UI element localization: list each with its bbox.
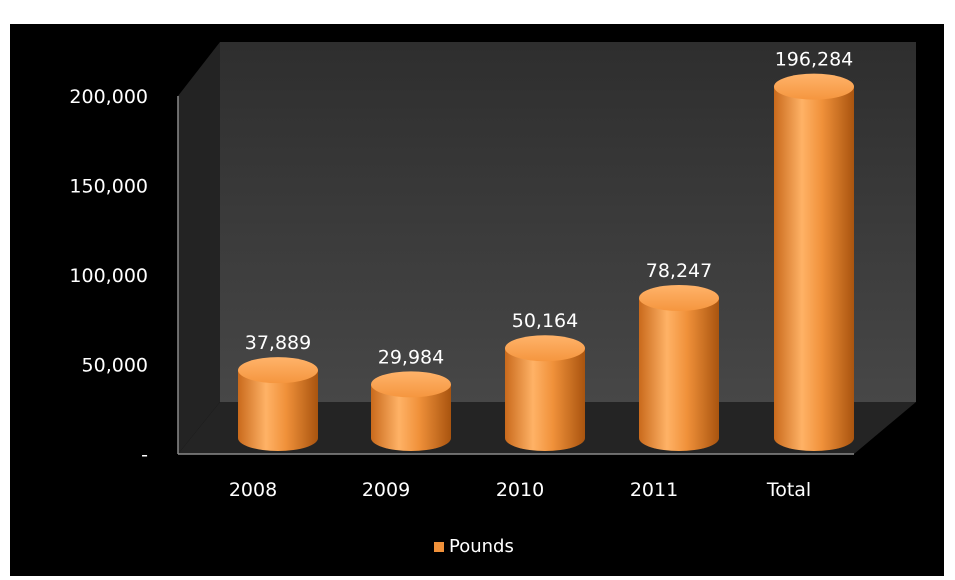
data-label-2008: 37,889: [245, 332, 311, 354]
bar-2008: [238, 357, 318, 451]
bar-top-2008: [238, 357, 318, 384]
cylinder-bar-chart: - 50,000 100,000 150,000 200,000 37,889 29,98…: [69, 42, 916, 557]
bar-2009: [371, 371, 451, 451]
x-tick-label-2010: 2010: [496, 479, 544, 501]
x-tick-label-2008: 2008: [229, 479, 277, 501]
data-label-2011: 78,247: [646, 260, 712, 282]
chart-back-wall: [220, 42, 916, 402]
bar-body-2011: [639, 297, 719, 451]
data-label-2009: 29,984: [378, 346, 444, 368]
data-label-2010: 50,164: [512, 310, 578, 332]
bar-top-2011: [639, 284, 719, 311]
bar-body-2009: [371, 384, 451, 451]
legend-swatch-pounds: [434, 542, 444, 552]
x-tick-label-2009: 2009: [362, 479, 410, 501]
x-tick-label-2011: 2011: [630, 479, 678, 501]
bar-body-total: [774, 86, 854, 451]
bar-2011: [639, 284, 719, 451]
bar-top-2009: [371, 371, 451, 398]
chart-side-wall: [178, 42, 220, 454]
bar-2010: [505, 335, 585, 451]
bar-body-2010: [505, 348, 585, 451]
bar-body-2008: [238, 370, 318, 451]
legend-label-pounds: Pounds: [449, 536, 514, 557]
bar-top-total: [774, 73, 854, 100]
y-tick-label-1: 50,000: [82, 355, 148, 377]
y-tick-label-3: 150,000: [69, 176, 148, 198]
y-tick-label-2: 100,000: [69, 265, 148, 287]
bar-top-2010: [505, 335, 585, 362]
legend: Pounds: [434, 536, 514, 557]
chart-frame: - 50,000 100,000 150,000 200,000 37,889 29,98…: [10, 24, 944, 576]
x-tick-label-total: Total: [766, 479, 811, 501]
chart-title-strip: [0, 0, 955, 24]
y-tick-label-0: -: [141, 444, 148, 466]
y-tick-label-4: 200,000: [69, 86, 148, 108]
data-label-total: 196,284: [775, 49, 854, 71]
bar-total: [774, 73, 854, 451]
